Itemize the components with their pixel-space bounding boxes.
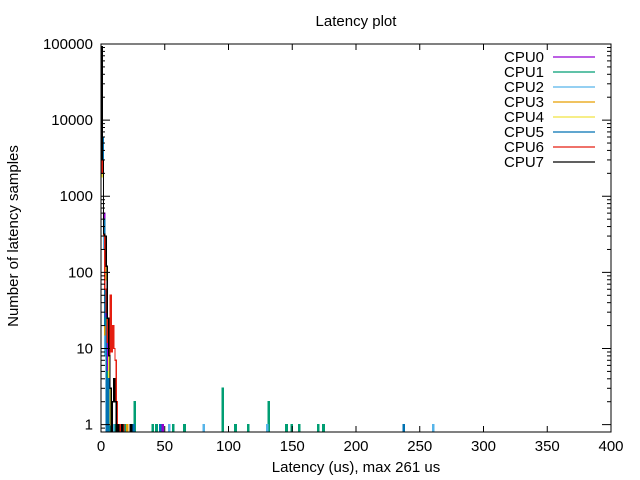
legend-label: CPU4	[504, 109, 544, 126]
y-tick-label: 10000	[51, 112, 93, 129]
legend-label: CPU3	[504, 94, 544, 111]
plot-series-group	[100, 46, 435, 432]
x-tick-label: 350	[535, 438, 560, 455]
y-tick-label: 1	[85, 417, 93, 434]
x-tick-label: 300	[471, 438, 496, 455]
legend-label: CPU2	[504, 79, 544, 96]
x-tick-label: 150	[280, 438, 305, 455]
x-tick-label: 100	[216, 438, 241, 455]
legend-label: CPU1	[504, 64, 544, 81]
series-cpu1-line	[100, 48, 325, 432]
legend-label: CPU7	[504, 154, 544, 171]
legend-label: CPU6	[504, 139, 544, 156]
y-tick-label: 10	[76, 340, 93, 357]
x-tick-label: 0	[97, 438, 105, 455]
legend-label: CPU5	[504, 124, 544, 141]
x-tick-label: 250	[407, 438, 432, 455]
y-tick-label: 100	[68, 264, 93, 281]
series-cpu5-line	[100, 46, 406, 432]
x-tick-label: 400	[598, 438, 623, 455]
x-axis-label: Latency (us), max 261 us	[272, 459, 440, 476]
y-axis-label: Number of latency samples	[5, 145, 22, 327]
axis-ticks-group: 0 50 100 150 200 250 300 350 400 1 10 100 1000 10000 1…	[43, 36, 624, 455]
x-tick-label: 50	[156, 438, 173, 455]
series-cpu2-line	[100, 50, 435, 432]
series-cpu7-line	[100, 46, 133, 432]
series-cpu6-line	[100, 47, 125, 432]
legend-label: CPU0	[504, 49, 544, 66]
chart-title: Latency plot	[316, 13, 398, 30]
y-tick-label: 1000	[60, 188, 93, 205]
y-tick-label: 100000	[43, 36, 93, 53]
x-tick-label: 200	[343, 438, 368, 455]
